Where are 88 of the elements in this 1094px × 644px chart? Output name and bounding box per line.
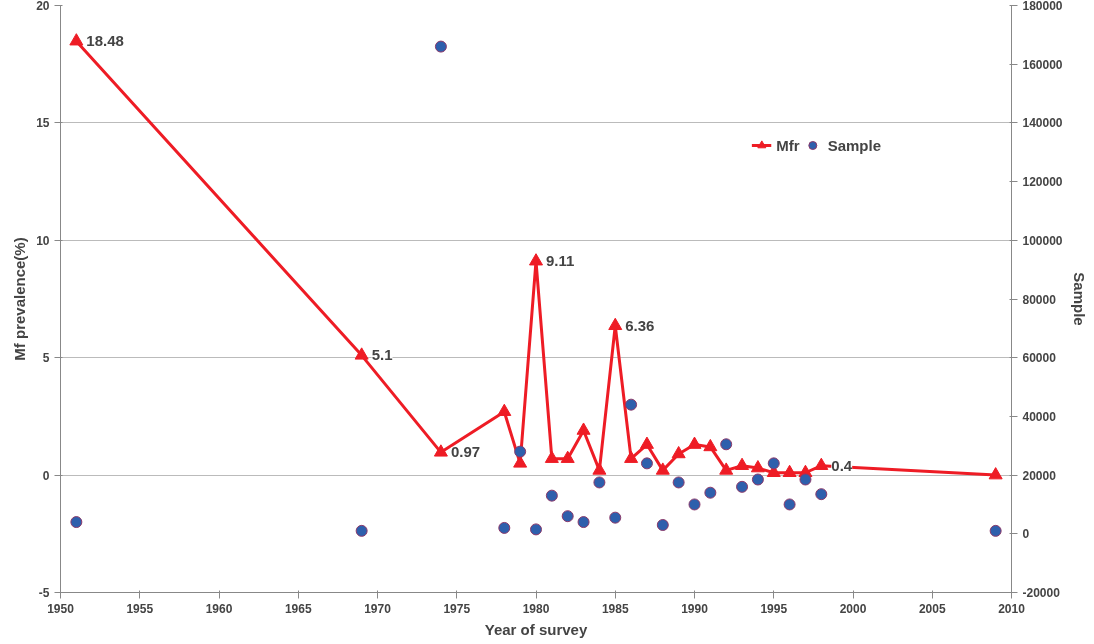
y-axis-title: Mf prevalence(%) xyxy=(11,237,29,361)
point xyxy=(719,462,734,475)
y-tick-label: 20 xyxy=(36,0,50,13)
point xyxy=(434,40,447,53)
y2-tick-label: 180000 xyxy=(1022,0,1063,13)
point xyxy=(656,519,669,531)
point xyxy=(69,33,84,46)
y2-tick-label: 0 xyxy=(1022,527,1030,542)
point xyxy=(750,460,765,473)
y2-tick-label: 120000 xyxy=(1022,175,1063,190)
point xyxy=(767,457,780,470)
point xyxy=(545,489,558,502)
data-label: 0.4 xyxy=(831,456,853,474)
point xyxy=(655,462,670,475)
legend-label: Mfr xyxy=(776,136,800,154)
x-tick-label: 2010 xyxy=(998,601,1026,616)
y-tick-label: 10 xyxy=(36,233,50,248)
point xyxy=(624,450,639,463)
point xyxy=(529,253,543,266)
data-label: 9.11 xyxy=(546,252,575,270)
x-axis-title: Year of survey xyxy=(484,620,588,638)
point xyxy=(514,445,527,458)
point xyxy=(815,488,828,501)
point xyxy=(354,347,369,360)
point xyxy=(720,438,733,451)
y2-tick-label: 60000 xyxy=(1022,351,1057,366)
data-label: 0.97 xyxy=(450,443,481,461)
x-tick-label: 1950 xyxy=(47,601,75,616)
x-tick-label: 2005 xyxy=(918,601,946,616)
point xyxy=(704,486,717,499)
point xyxy=(498,521,511,534)
point xyxy=(70,516,83,529)
point xyxy=(688,498,701,511)
point xyxy=(703,438,718,452)
point xyxy=(989,524,1002,537)
point xyxy=(783,498,796,511)
y2-tick-label: 80000 xyxy=(1022,292,1057,307)
y2-axis-title: Sample xyxy=(1070,272,1088,326)
y2-tick-label: 100000 xyxy=(1022,233,1063,248)
y-tick-label: 0 xyxy=(42,468,50,483)
x-tick-label: 1990 xyxy=(681,601,709,616)
point xyxy=(593,476,606,489)
y-tick-label: 15 xyxy=(36,116,50,131)
point xyxy=(751,473,764,486)
point xyxy=(988,467,1003,480)
point xyxy=(671,445,686,459)
point xyxy=(640,457,653,470)
x-tick-label: 1985 xyxy=(601,601,629,616)
point xyxy=(782,464,797,477)
point xyxy=(672,476,685,489)
x-tick-label: 1975 xyxy=(443,601,471,616)
point xyxy=(609,511,622,524)
x-tick-label: 1965 xyxy=(284,601,312,616)
y2-tick-label: 160000 xyxy=(1022,57,1063,72)
point xyxy=(608,317,623,331)
point xyxy=(577,516,590,529)
data-label: 5.1 xyxy=(371,346,393,364)
point xyxy=(625,398,638,411)
point xyxy=(433,444,448,457)
x-tick-label: 1960 xyxy=(205,601,233,616)
legend-label: Sample xyxy=(827,136,881,154)
y2-tick-label: 140000 xyxy=(1022,116,1063,131)
point xyxy=(799,473,812,486)
point xyxy=(639,436,654,449)
point xyxy=(736,480,749,493)
x-tick-label: 2000 xyxy=(839,601,867,616)
point xyxy=(530,523,542,536)
point xyxy=(355,524,368,537)
data-label: 18.48 xyxy=(86,32,124,50)
x-tick-label: 1995 xyxy=(760,601,788,616)
y2-tick-label: -20000 xyxy=(1022,586,1061,600)
point xyxy=(497,403,512,416)
point xyxy=(687,436,702,449)
x-tick-label: 1955 xyxy=(126,601,154,616)
point xyxy=(560,450,575,463)
point xyxy=(735,457,750,470)
data-label: 6.36 xyxy=(625,316,655,334)
y2-tick-label: 20000 xyxy=(1022,468,1057,483)
point xyxy=(592,462,607,475)
point xyxy=(814,457,829,470)
y2-tick-label: 40000 xyxy=(1022,409,1057,424)
point xyxy=(544,450,559,463)
y-tick-label: 5 xyxy=(42,351,50,366)
y-tick-label: -5 xyxy=(38,586,50,600)
x-tick-label: 1980 xyxy=(522,601,550,616)
point xyxy=(561,510,574,523)
point xyxy=(576,422,591,435)
x-tick-label: 1970 xyxy=(364,601,392,616)
